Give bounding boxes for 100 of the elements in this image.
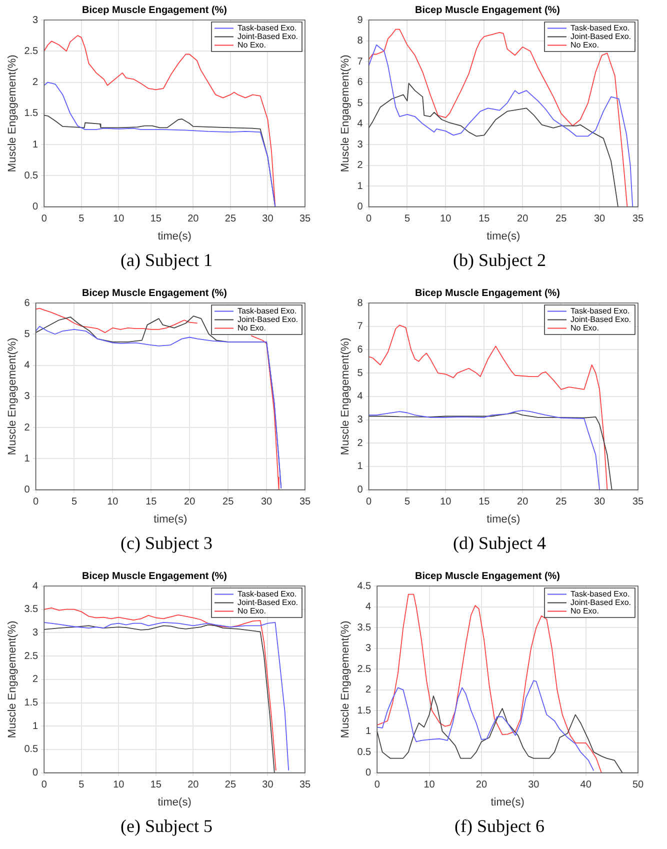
y-tick-label: 3	[357, 139, 364, 150]
x-tick-label: 40	[580, 780, 592, 791]
x-tick-label: 10	[424, 780, 436, 791]
y-tick-label: 3.5	[357, 622, 372, 634]
y-tick-label: 0	[357, 202, 364, 213]
x-tick-label: 35	[299, 214, 311, 225]
y-axis-title: Muscle Engagement(%)	[340, 54, 352, 172]
y-tick-label: 1.5	[24, 698, 39, 708]
y-tick-label: 9	[357, 14, 364, 26]
x-tick-label: 5	[404, 496, 410, 508]
chart-title: Bicep Muscle Engagement (%)	[414, 288, 560, 299]
y-tick-label: 1	[366, 726, 372, 738]
legend-label: Task-based Exo.	[238, 306, 297, 316]
y-tick-label: 2	[357, 160, 364, 172]
x-tick-label: 5	[71, 496, 78, 508]
y-tick-label: 2	[357, 438, 364, 449]
x-tick-label: 15	[150, 780, 162, 791]
y-tick-label: 4	[357, 391, 364, 402]
y-tick-label: 0	[357, 484, 364, 496]
x-tick-label: 0	[374, 780, 380, 791]
legend-label: Joint-Based Exo.	[238, 598, 298, 607]
x-axis-title: time(s)	[154, 513, 188, 526]
y-tick-label: 2.5	[24, 46, 39, 57]
x-tick-label: 20	[476, 780, 488, 791]
x-tick-label: 35	[632, 496, 644, 508]
y-tick-label: 4	[24, 360, 30, 372]
legend-label: No Exo.	[238, 40, 266, 50]
y-tick-label: 1	[357, 461, 364, 472]
chart-title: Bicep Muscle Engagement (%)	[414, 570, 560, 582]
y-tick-label: 4	[32, 580, 39, 592]
x-tick-label: 20	[188, 214, 200, 225]
x-tick-label: 25	[556, 214, 568, 225]
y-tick-label: 2.5	[357, 664, 372, 675]
x-tick-label: 30	[262, 780, 274, 791]
y-tick-label: 5	[24, 328, 30, 340]
y-tick-label: 0	[366, 768, 372, 779]
y-tick-label: 1	[32, 139, 39, 150]
y-tick-label: 6	[357, 77, 364, 88]
y-axis-title: Muscle Engagement(%)	[6, 338, 19, 456]
x-tick-label: 20	[188, 780, 200, 791]
legend-label: No Exo.	[238, 323, 266, 332]
y-tick-label: 4	[366, 602, 372, 613]
y-axis-title: Muscle Engagement(%)	[340, 620, 352, 738]
text: (a) Subject 1	[120, 250, 214, 271]
x-tick-label: 5	[78, 214, 85, 225]
y-tick-label: 4	[357, 118, 364, 130]
legend-label: Joint-Based Exo.	[570, 32, 632, 41]
y-tick-label: 8	[357, 36, 364, 47]
x-tick-label: 25	[222, 496, 234, 508]
legend-label: Joint-Based Exo.	[570, 314, 632, 324]
y-tick-label: 2.5	[24, 650, 39, 662]
legend-label: No Exo.	[570, 606, 599, 616]
legend-label: Task-based Exo.	[570, 306, 630, 316]
x-tick-label: 20	[517, 496, 529, 508]
y-tick-label: 0.5	[24, 170, 39, 182]
x-tick-label: 0	[41, 780, 48, 791]
y-tick-label: 8	[357, 298, 364, 309]
x-tick-label: 15	[478, 214, 490, 225]
y-tick-label: 4.5	[357, 580, 372, 592]
x-axis-title: time(s)	[486, 513, 520, 526]
x-tick-label: 25	[224, 780, 236, 791]
y-tick-label: 0	[24, 484, 30, 496]
y-tick-label: 3	[357, 414, 364, 426]
y-tick-label: 2	[32, 77, 39, 88]
legend-label: No Exo.	[238, 606, 266, 616]
x-tick-label: 10	[440, 214, 452, 225]
x-tick-label: 25	[224, 214, 236, 225]
x-tick-label: 30	[594, 496, 606, 508]
x-tick-label: 15	[478, 496, 490, 508]
y-tick-label: 3	[32, 627, 39, 638]
x-tick-label: 30	[260, 496, 273, 508]
x-axis-title: time(s)	[486, 230, 520, 242]
x-tick-label: 50	[632, 780, 644, 791]
chart-title: Bicep Muscle Engagement (%)	[82, 4, 228, 16]
x-tick-label: 35	[299, 496, 311, 508]
y-axis-title: Muscle Engagement(%)	[340, 338, 352, 456]
chart-title: Bicep Muscle Engagement (%)	[82, 288, 228, 299]
y-tick-label: 0	[32, 768, 39, 779]
x-tick-label: 20	[184, 496, 196, 508]
y-tick-label: 0.5	[24, 744, 39, 756]
x-tick-label: 25	[556, 496, 568, 508]
x-axis-title: time(s)	[490, 796, 524, 808]
x-tick-label: 15	[146, 496, 158, 508]
x-tick-label: 5	[404, 214, 410, 225]
x-axis-title: time(s)	[158, 230, 192, 242]
y-tick-label: 2	[366, 684, 372, 696]
y-tick-label: 2	[24, 422, 30, 434]
x-tick-label: 20	[517, 214, 529, 225]
y-tick-label: 1.5	[357, 705, 372, 716]
y-tick-label: 3	[24, 391, 30, 402]
x-tick-label: 30	[594, 214, 606, 225]
x-axis-title: time(s)	[158, 796, 192, 808]
text: (b) Subject 2	[452, 250, 547, 271]
x-tick-label: 10	[113, 214, 125, 225]
y-tick-label: 7	[357, 56, 364, 68]
y-tick-label: 3	[32, 14, 39, 26]
text: (d) Subject 4	[452, 533, 547, 554]
legend-label: Joint-Based Exo.	[238, 314, 298, 324]
legend-label: No Exo.	[570, 323, 599, 332]
y-tick-label: 0.5	[357, 746, 372, 758]
